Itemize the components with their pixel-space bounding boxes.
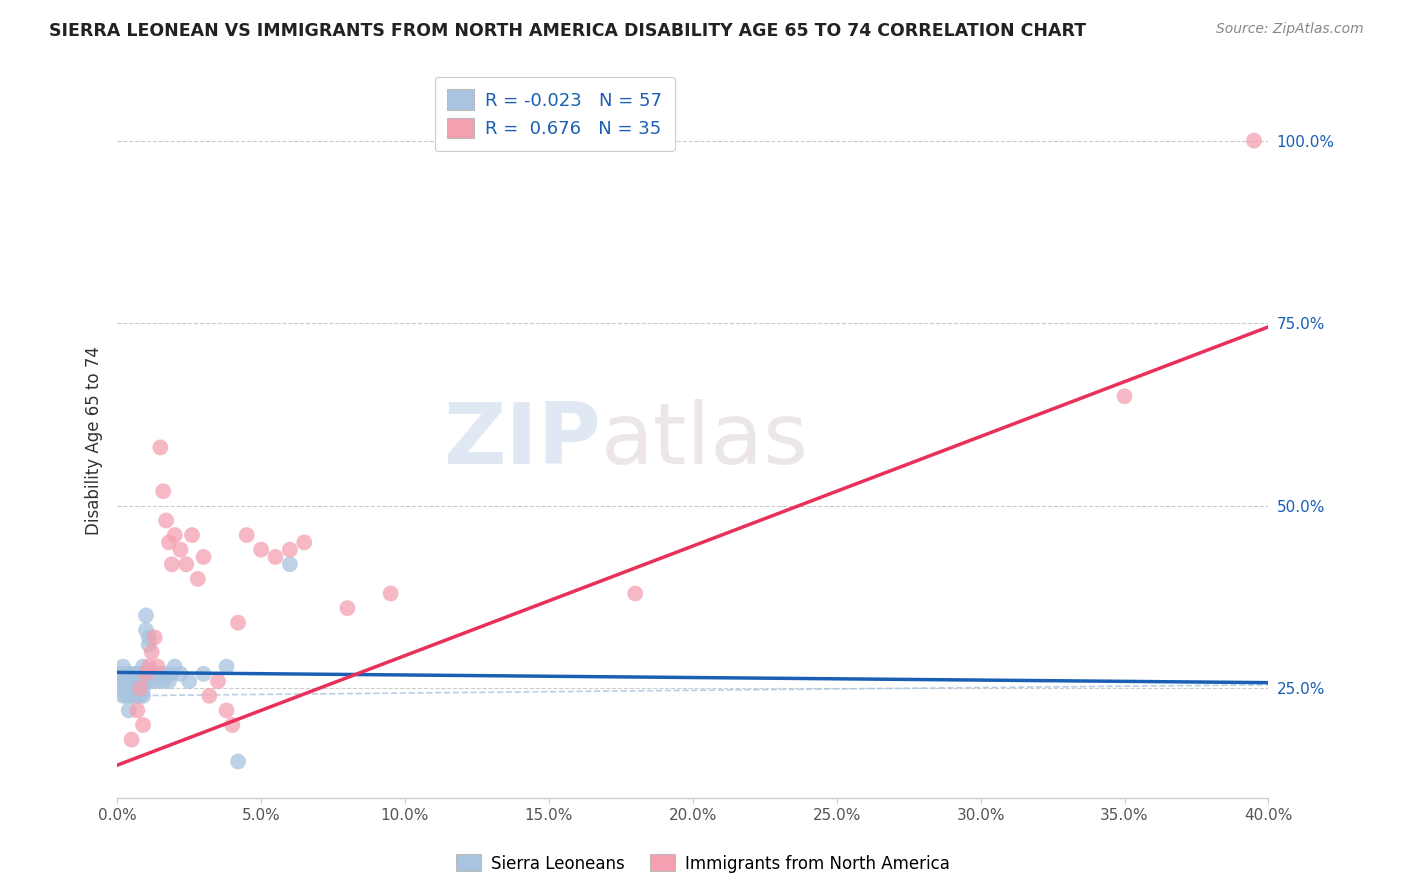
Point [292,535,315,549]
Point [129,666,152,681]
Point [157,535,180,549]
Point [127,703,149,717]
Point [135,674,157,689]
Point [127,681,149,696]
Point [129,681,152,696]
Point [121,689,143,703]
Point [138,659,160,673]
Point [169,666,191,681]
Point [215,703,238,717]
Point [129,674,152,689]
Point [135,608,157,623]
Point [124,681,146,696]
Point [155,666,177,681]
Point [121,674,143,689]
Point [114,666,136,681]
Point [121,681,143,696]
Point [146,674,169,689]
Point [193,549,215,564]
Point [264,549,287,564]
Point [132,659,155,673]
Point [149,441,172,455]
Point [207,674,229,689]
Point [149,666,172,681]
Point [143,666,166,681]
Legend: R = -0.023   N = 57, R =  0.676   N = 35: R = -0.023 N = 57, R = 0.676 N = 35 [434,77,675,151]
Point [111,674,134,689]
Point [138,631,160,645]
Point [160,558,183,572]
Point [198,689,221,703]
Point [278,558,301,572]
Point [129,689,152,703]
Point [380,586,402,600]
Point [108,666,131,681]
Point [124,674,146,689]
Point [121,666,143,681]
Point [1114,389,1136,403]
Point [163,659,186,673]
Y-axis label: Disability Age 65 to 74: Disability Age 65 to 74 [86,346,103,534]
Point [141,666,163,681]
Point [114,674,136,689]
Text: atlas: atlas [600,399,808,482]
Legend: Sierra Leoneans, Immigrants from North America: Sierra Leoneans, Immigrants from North A… [450,847,956,880]
Point [169,542,191,557]
Point [121,732,143,747]
Point [127,674,149,689]
Point [127,689,149,703]
Point [132,718,155,732]
Text: SIERRA LEONEAN VS IMMIGRANTS FROM NORTH AMERICA DISABILITY AGE 65 TO 74 CORRELAT: SIERRA LEONEAN VS IMMIGRANTS FROM NORTH … [49,22,1087,40]
Point [132,681,155,696]
Point [181,528,204,542]
Point [135,623,157,637]
Point [146,659,169,673]
Point [1243,134,1265,148]
Text: Source: ZipAtlas.com: Source: ZipAtlas.com [1216,22,1364,37]
Point [215,659,238,673]
Point [118,666,141,681]
Point [118,681,141,696]
Point [132,674,155,689]
Point [138,638,160,652]
Point [157,674,180,689]
Point [124,681,146,696]
Point [118,674,141,689]
Point [143,631,166,645]
Point [132,666,155,681]
Point [121,674,143,689]
Text: ZIP: ZIP [443,399,600,482]
Point [226,615,249,630]
Point [111,659,134,673]
Point [141,645,163,659]
Point [187,572,209,586]
Point [124,666,146,681]
Point [132,689,155,703]
Point [114,681,136,696]
Point [152,674,174,689]
Point [108,681,131,696]
Point [221,718,243,732]
Point [193,666,215,681]
Point [250,542,273,557]
Point [129,681,152,696]
Point [179,674,201,689]
Point [160,666,183,681]
Point [624,586,647,600]
Point [114,689,136,703]
Point [174,558,197,572]
Point [336,601,359,615]
Point [135,666,157,681]
Point [111,689,134,703]
Point [155,513,177,527]
Point [235,528,257,542]
Point [127,666,149,681]
Point [118,703,141,717]
Point [278,542,301,557]
Point [152,484,174,499]
Point [124,689,146,703]
Point [163,528,186,542]
Point [141,674,163,689]
Point [226,755,249,769]
